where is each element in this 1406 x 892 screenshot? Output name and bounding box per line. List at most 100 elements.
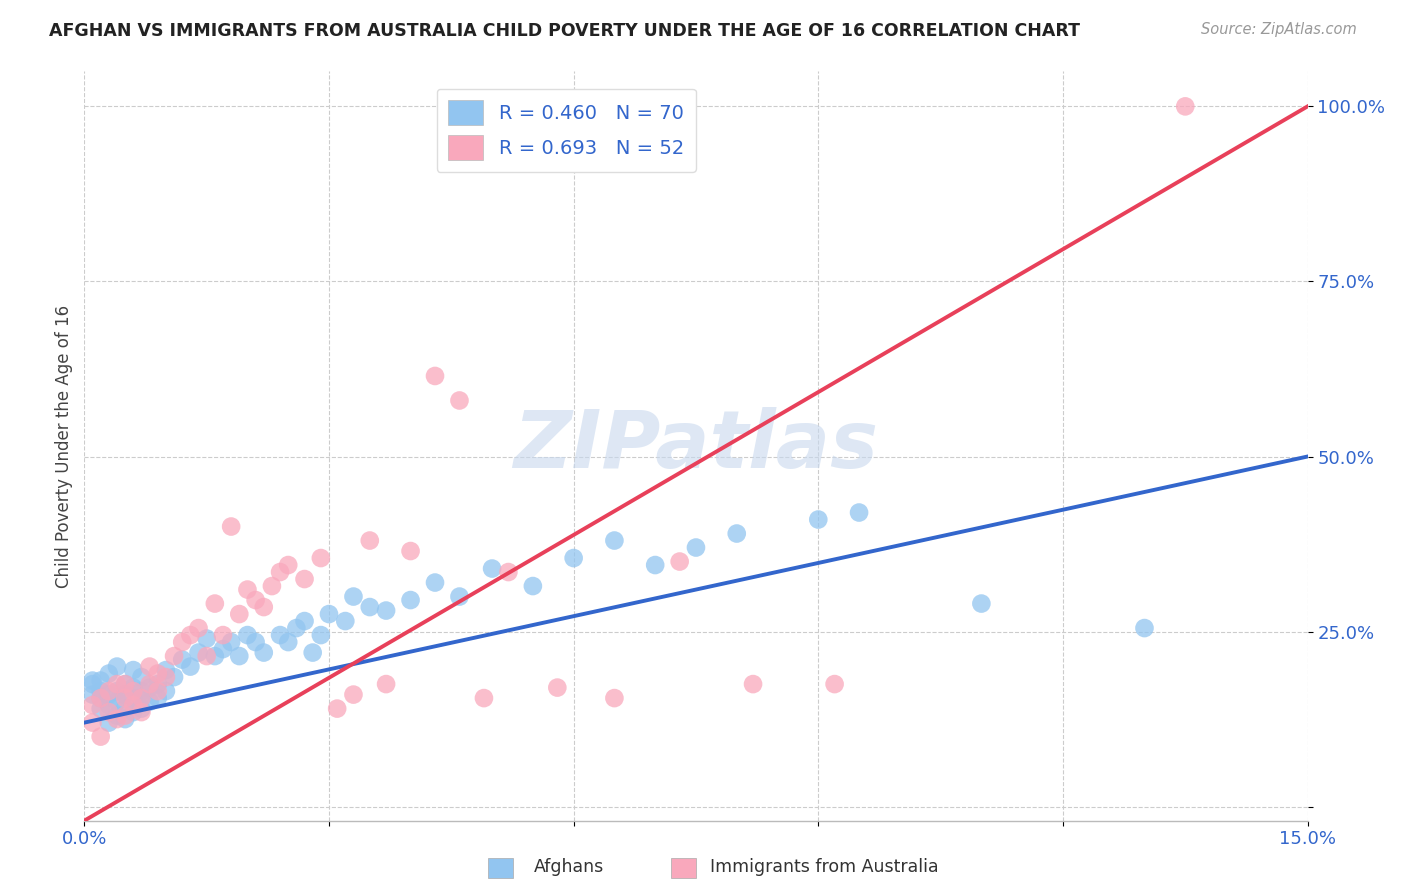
Point — [179, 659, 201, 673]
Point — [122, 663, 145, 677]
Point — [472, 691, 495, 706]
Point — [114, 677, 136, 691]
Point — [195, 632, 218, 646]
Point — [245, 593, 267, 607]
Point — [138, 659, 160, 673]
Point — [105, 708, 128, 723]
Bar — [488, 858, 513, 878]
Point — [146, 666, 169, 681]
Point — [97, 715, 120, 730]
Point — [277, 635, 299, 649]
Point — [82, 688, 104, 702]
Point — [294, 614, 316, 628]
Point — [131, 684, 153, 698]
Point — [97, 684, 120, 698]
Point — [187, 621, 209, 635]
Text: Afghans: Afghans — [534, 858, 605, 876]
Point — [603, 691, 626, 706]
Point — [309, 628, 332, 642]
Point — [603, 533, 626, 548]
Point — [301, 646, 323, 660]
Point — [546, 681, 568, 695]
Point — [294, 572, 316, 586]
Point — [82, 698, 104, 712]
Point — [335, 614, 357, 628]
Point — [228, 607, 250, 621]
Point — [285, 621, 308, 635]
Point — [399, 593, 422, 607]
Point — [131, 691, 153, 706]
Point — [668, 555, 690, 569]
Point — [138, 677, 160, 691]
Point — [277, 558, 299, 572]
Point — [114, 688, 136, 702]
Point — [253, 600, 276, 615]
Point — [90, 673, 112, 688]
Point — [105, 677, 128, 691]
Point — [228, 649, 250, 664]
Point — [138, 681, 160, 695]
Point — [269, 565, 291, 579]
Point — [318, 607, 340, 621]
Point — [375, 677, 398, 691]
Point — [122, 698, 145, 712]
Point — [423, 368, 446, 383]
Point — [807, 512, 830, 526]
Point — [114, 708, 136, 723]
Point — [105, 659, 128, 673]
Legend: R = 0.460   N = 70, R = 0.693   N = 52: R = 0.460 N = 70, R = 0.693 N = 52 — [437, 88, 696, 171]
Point — [204, 597, 226, 611]
Text: Immigrants from Australia: Immigrants from Australia — [710, 858, 939, 876]
Point — [522, 579, 544, 593]
Point — [131, 701, 153, 715]
Point — [131, 691, 153, 706]
Point — [219, 519, 242, 533]
Point — [342, 688, 364, 702]
Point — [1133, 621, 1156, 635]
Point — [122, 705, 145, 719]
Point — [105, 684, 128, 698]
Point — [138, 695, 160, 709]
Point — [90, 691, 112, 706]
Point — [114, 712, 136, 726]
Point — [236, 582, 259, 597]
Point — [163, 670, 186, 684]
Point — [82, 677, 104, 691]
Point — [742, 677, 765, 691]
Point — [155, 670, 177, 684]
Point — [260, 579, 283, 593]
Point — [195, 649, 218, 664]
Point — [179, 628, 201, 642]
Point — [155, 684, 177, 698]
Point — [82, 673, 104, 688]
Point — [90, 691, 112, 706]
Point — [131, 705, 153, 719]
Point — [122, 681, 145, 695]
Point — [342, 590, 364, 604]
Point — [309, 551, 332, 566]
Bar — [671, 858, 696, 878]
Point — [122, 691, 145, 706]
Point — [212, 628, 235, 642]
Point — [97, 688, 120, 702]
Point — [481, 561, 503, 575]
Point — [219, 635, 242, 649]
Point — [90, 684, 112, 698]
Point — [449, 590, 471, 604]
Point — [105, 695, 128, 709]
Text: Source: ZipAtlas.com: Source: ZipAtlas.com — [1201, 22, 1357, 37]
Point — [269, 628, 291, 642]
Point — [423, 575, 446, 590]
Point — [824, 677, 846, 691]
Text: AFGHAN VS IMMIGRANTS FROM AUSTRALIA CHILD POVERTY UNDER THE AGE OF 16 CORRELATIO: AFGHAN VS IMMIGRANTS FROM AUSTRALIA CHIL… — [49, 22, 1080, 40]
Point — [253, 646, 276, 660]
Point — [90, 701, 112, 715]
Point — [146, 691, 169, 706]
Point — [1174, 99, 1197, 113]
Point — [848, 506, 870, 520]
Point — [122, 684, 145, 698]
Point — [163, 649, 186, 664]
Point — [172, 635, 194, 649]
Y-axis label: Child Poverty Under the Age of 16: Child Poverty Under the Age of 16 — [55, 304, 73, 588]
Point — [236, 628, 259, 642]
